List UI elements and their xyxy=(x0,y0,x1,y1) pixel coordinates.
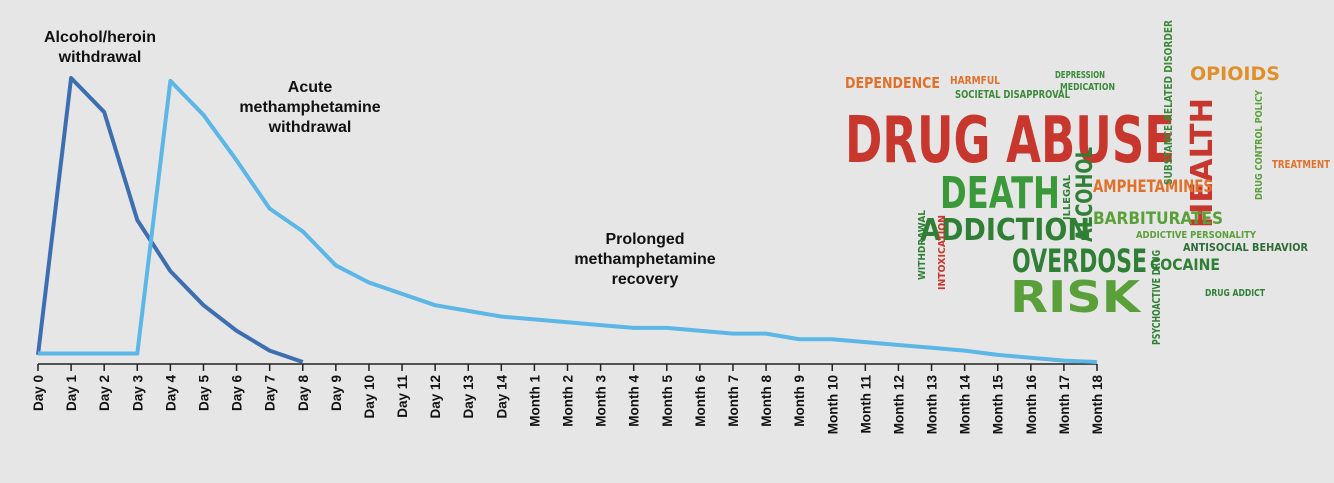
word-cloud-word: ANTISOCIAL BEHAVIOR xyxy=(1183,241,1308,254)
word-cloud-word: DEPENDENCE xyxy=(845,74,940,92)
word-cloud-word: OVERDOSE xyxy=(1012,242,1147,280)
x-tick-label: Day 3 xyxy=(130,375,145,412)
word-cloud-word: DRUG CONTROL POLICY xyxy=(1254,89,1265,200)
line-series xyxy=(36,76,304,364)
word-cloud-word: DEPRESSION xyxy=(1055,70,1105,81)
word-cloud-word: INTOXICATION xyxy=(937,215,948,290)
word-cloud-word: SUBSTANCE-RELATED DISORDER xyxy=(1162,20,1175,185)
x-tick-label: Month 1 xyxy=(527,375,542,427)
x-tick-label: Month 4 xyxy=(627,375,642,427)
x-tick-label: Month 15 xyxy=(991,375,1006,435)
word-cloud-word: HEALTH xyxy=(1185,98,1220,228)
word-cloud-word: BARBITURATES xyxy=(1093,209,1223,229)
word-cloud-word: ADDICTION xyxy=(920,213,1090,248)
word-cloud-word: OPIOIDS xyxy=(1190,63,1280,85)
annotation: Alcohol/heroin withdrawal xyxy=(44,29,156,66)
word-cloud-word: DRUG ABUSE xyxy=(845,104,1175,178)
x-tick-label: Day 12 xyxy=(428,375,443,419)
annotation: Acute methamphetamine withdrawal xyxy=(239,79,381,136)
x-tick-label: Day 4 xyxy=(163,375,178,412)
x-tick-label: Month 7 xyxy=(726,375,741,427)
x-tick-label: Day 8 xyxy=(296,375,311,412)
word-cloud-word: ALCOHOL xyxy=(1073,147,1098,242)
word-cloud-word: COCAINE xyxy=(1150,255,1220,274)
x-tick-label: Month 9 xyxy=(792,375,807,427)
annotation: Prolonged methamphetamine recovery xyxy=(574,231,716,288)
x-tick-label: Day 2 xyxy=(97,375,112,411)
x-tick-label: Month 16 xyxy=(1024,375,1039,435)
word-cloud-word: WITHDRAWAL xyxy=(917,209,928,280)
line-series xyxy=(38,78,1098,364)
word-cloud-word: AMPHETAMINES xyxy=(1093,177,1213,197)
x-tick-label: Day 6 xyxy=(230,375,245,412)
word-cloud-word: RISK xyxy=(1010,272,1142,323)
x-tick-label: Day 5 xyxy=(196,375,211,412)
x-tick-label: Day 9 xyxy=(329,375,344,411)
x-tick-label: Month 6 xyxy=(693,375,708,427)
x-tick-label: Day 7 xyxy=(263,375,278,411)
word-cloud-word: DRUG ADDICT xyxy=(1205,288,1265,299)
x-tick-label: Day 14 xyxy=(494,375,509,419)
word-cloud-word: SOCIETAL DISAPPROVAL xyxy=(955,88,1070,101)
x-tick-label: Month 2 xyxy=(561,375,576,427)
x-tick-label: Month 11 xyxy=(858,375,873,434)
x-tick-label: Day 0 xyxy=(31,375,46,411)
x-tick-label: Month 13 xyxy=(925,375,940,435)
x-tick-label: Month 10 xyxy=(825,375,840,434)
x-tick-label: Month 18 xyxy=(1090,375,1105,435)
x-tick-label: Month 12 xyxy=(891,375,906,434)
x-tick-label: Month 5 xyxy=(660,375,675,427)
x-tick-label: Month 14 xyxy=(958,375,973,435)
word-cloud-word: HARMFUL xyxy=(950,74,1000,87)
x-tick-label: Day 1 xyxy=(64,375,79,412)
word-cloud-word: DEATH xyxy=(940,168,1060,219)
x-tick-label: Month 8 xyxy=(759,375,774,427)
x-tick-label: Month 3 xyxy=(594,375,609,427)
x-tick-label: Day 13 xyxy=(461,375,476,419)
x-tick-label: Day 10 xyxy=(362,375,377,419)
word-cloud-word: MEDICATION xyxy=(1060,82,1115,93)
word-cloud-word: PSYCHOACTIVE DRUG xyxy=(1150,250,1163,345)
word-cloud-word: ADDICTIVE PERSONALITY xyxy=(1136,230,1257,241)
x-tick-label: Day 11 xyxy=(395,375,410,418)
word-cloud-word: TREATMENT xyxy=(1272,158,1330,171)
word-cloud-word: ILLEGAL xyxy=(1062,174,1073,220)
x-tick-label: Month 17 xyxy=(1057,375,1072,434)
